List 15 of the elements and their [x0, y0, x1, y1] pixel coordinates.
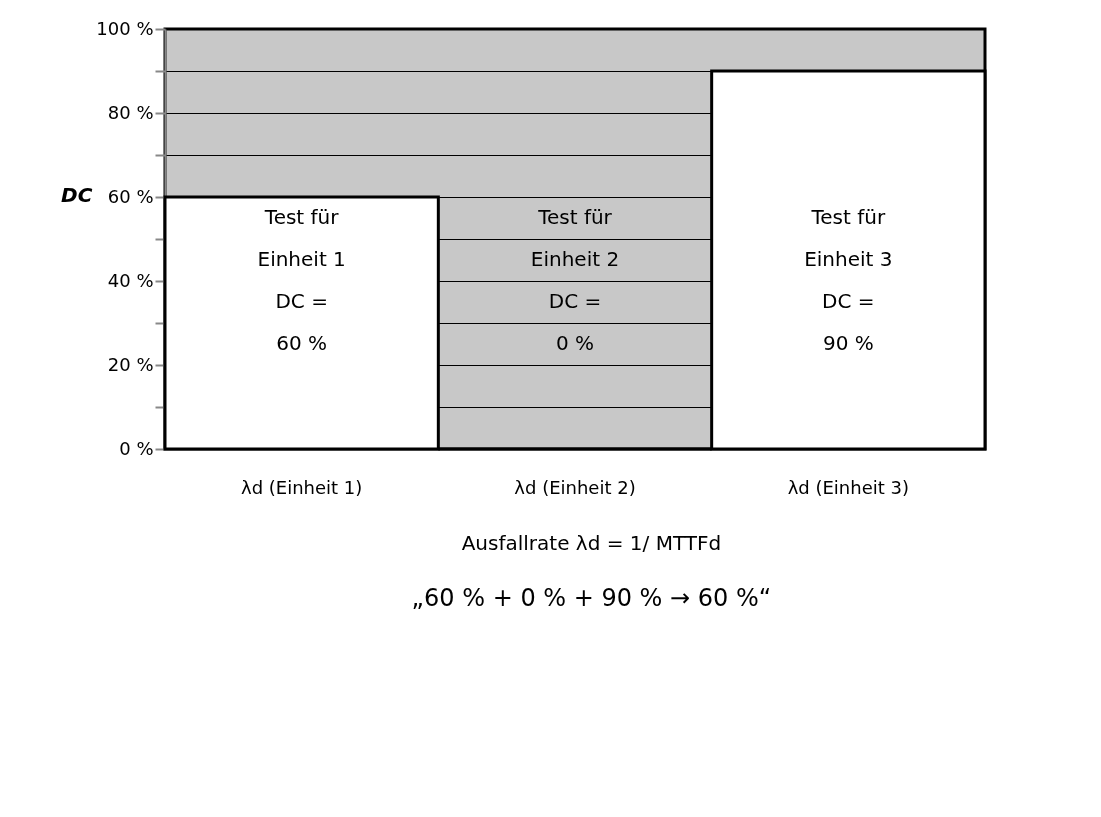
y-tick-label: 0 % — [119, 437, 154, 459]
y-axis-title: DC — [61, 182, 93, 207]
annotation: Test für Einheit 1 DC = 60 % — [257, 205, 346, 355]
x-tick-label: λd (Einheit 1) — [240, 476, 363, 498]
y-tick-label: 40 % — [107, 269, 154, 291]
text: Ausfallrate λd = 1/ MTTFd — [461, 531, 722, 555]
annotation: Test für Einheit 3 DC = 90 % — [804, 205, 893, 355]
text: „60 % + 0 % + 90 % → 60 %“ — [411, 584, 772, 612]
y-tick-label: 20 % — [107, 353, 154, 375]
x-tick-label: λd (Einheit 2) — [514, 476, 636, 498]
y-tick-label: 80 % — [107, 101, 154, 123]
x-tick-label: λd (Einheit 3) — [787, 476, 910, 498]
y-tick-label: 60 % — [107, 185, 154, 207]
annotation: Test für Einheit 2 DC = 0 % — [530, 205, 620, 355]
y-tick-label: 100 % — [96, 17, 154, 39]
